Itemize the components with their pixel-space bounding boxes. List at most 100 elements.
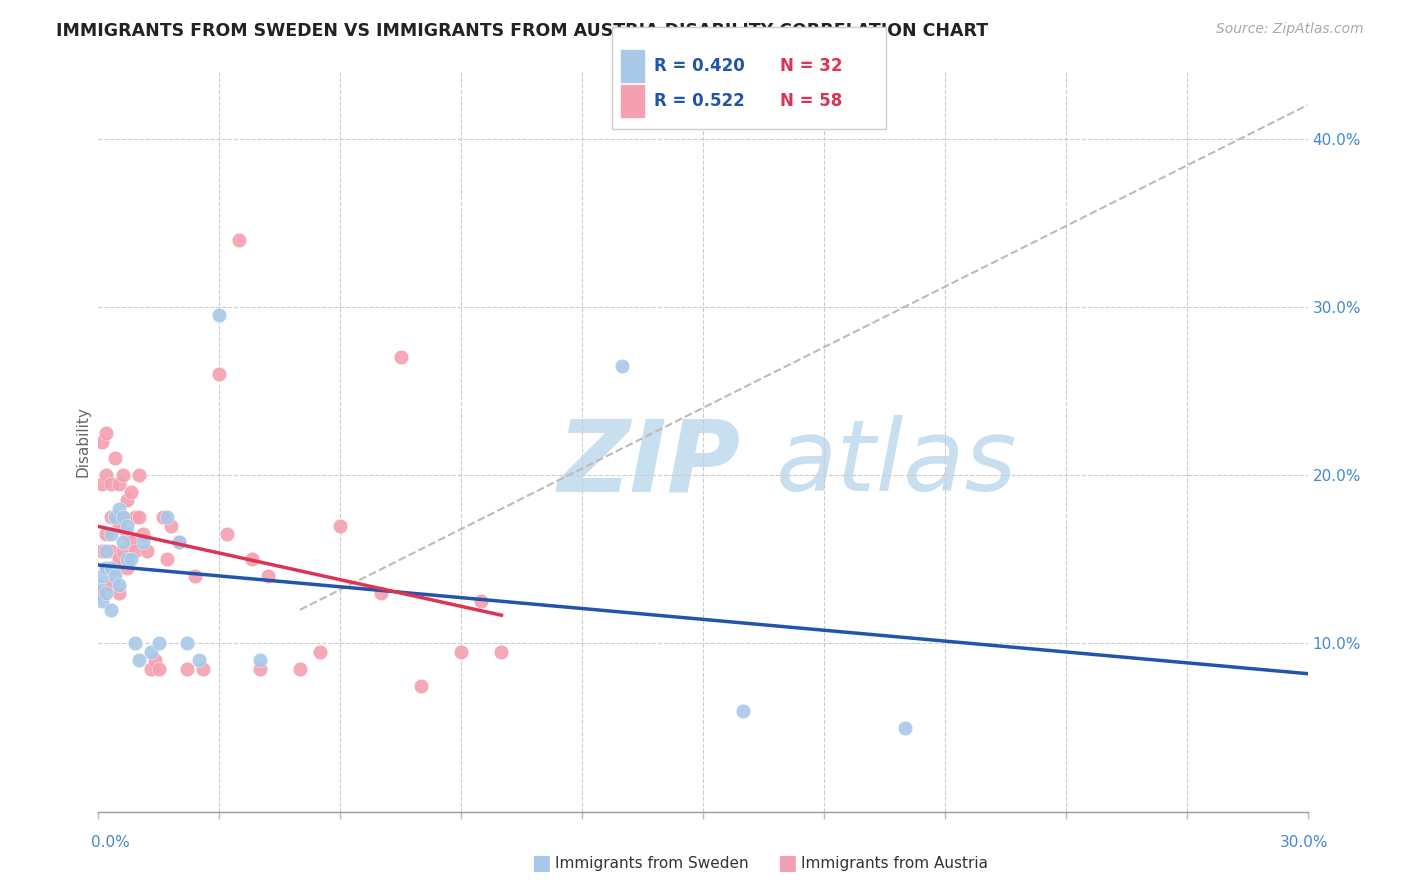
Point xyxy=(100,577,122,591)
Point xyxy=(249,662,271,676)
Point xyxy=(124,544,146,558)
Point xyxy=(107,586,129,600)
Point xyxy=(111,468,134,483)
Text: R = 0.522: R = 0.522 xyxy=(654,92,745,110)
Point xyxy=(132,535,155,549)
Point xyxy=(217,527,239,541)
Point xyxy=(176,636,198,650)
Point xyxy=(193,662,215,676)
Point xyxy=(228,233,250,247)
Point xyxy=(96,560,118,574)
Point xyxy=(152,510,174,524)
Text: 0.0%: 0.0% xyxy=(91,836,131,850)
Point xyxy=(91,434,114,449)
Point xyxy=(128,653,150,667)
Point xyxy=(188,653,211,667)
Point xyxy=(111,510,134,524)
Text: N = 58: N = 58 xyxy=(780,92,842,110)
Point xyxy=(208,368,231,382)
Point xyxy=(120,552,142,566)
Point xyxy=(120,535,142,549)
Point xyxy=(120,485,142,500)
Point xyxy=(96,468,118,483)
Point xyxy=(107,518,129,533)
Text: atlas: atlas xyxy=(776,416,1017,512)
Point xyxy=(240,552,263,566)
Point xyxy=(107,501,129,516)
Point xyxy=(100,603,122,617)
Text: Immigrants from Sweden: Immigrants from Sweden xyxy=(555,856,749,871)
Text: 30.0%: 30.0% xyxy=(1281,836,1329,850)
Point xyxy=(256,569,278,583)
Point xyxy=(115,518,138,533)
Point xyxy=(96,426,118,441)
Point xyxy=(115,552,138,566)
Point xyxy=(167,535,190,549)
Point xyxy=(100,560,122,574)
Point xyxy=(91,476,114,491)
Point xyxy=(103,510,125,524)
Y-axis label: Disability: Disability xyxy=(75,406,90,477)
Point xyxy=(156,510,179,524)
Point xyxy=(893,721,915,735)
Point xyxy=(96,586,118,600)
Point xyxy=(103,569,125,583)
Point xyxy=(111,510,134,524)
Point xyxy=(100,544,122,558)
Point xyxy=(132,527,155,541)
Point xyxy=(87,586,110,600)
Point xyxy=(167,535,190,549)
Point xyxy=(450,645,472,659)
Point xyxy=(103,510,125,524)
Text: Source: ZipAtlas.com: Source: ZipAtlas.com xyxy=(1216,22,1364,37)
Point xyxy=(103,560,125,574)
Point xyxy=(249,653,271,667)
Text: N = 32: N = 32 xyxy=(780,57,842,75)
Point xyxy=(111,544,134,558)
Point xyxy=(91,569,114,583)
Point xyxy=(148,636,170,650)
Point xyxy=(143,653,166,667)
Point xyxy=(309,645,332,659)
Point xyxy=(148,662,170,676)
Point xyxy=(184,569,207,583)
Point xyxy=(160,518,183,533)
Point xyxy=(208,309,231,323)
Text: ■: ■ xyxy=(778,854,797,873)
Point xyxy=(389,351,412,365)
Point xyxy=(491,645,513,659)
Point xyxy=(96,527,118,541)
Point xyxy=(115,527,138,541)
Point xyxy=(128,510,150,524)
Point xyxy=(176,662,198,676)
Point xyxy=(156,552,179,566)
Point xyxy=(91,594,114,608)
Point xyxy=(470,594,492,608)
Point xyxy=(124,636,146,650)
Point xyxy=(135,544,157,558)
Point xyxy=(612,359,634,373)
Text: ■: ■ xyxy=(531,854,551,873)
Point xyxy=(100,476,122,491)
Point xyxy=(87,577,110,591)
Text: Immigrants from Austria: Immigrants from Austria xyxy=(801,856,988,871)
Point xyxy=(103,451,125,466)
Point xyxy=(107,577,129,591)
Point xyxy=(107,552,129,566)
Point xyxy=(96,560,118,574)
Point xyxy=(288,662,311,676)
Point xyxy=(100,527,122,541)
Point xyxy=(409,679,432,693)
Text: R = 0.420: R = 0.420 xyxy=(654,57,745,75)
Point xyxy=(329,518,352,533)
Point xyxy=(100,510,122,524)
Text: IMMIGRANTS FROM SWEDEN VS IMMIGRANTS FROM AUSTRIA DISABILITY CORRELATION CHART: IMMIGRANTS FROM SWEDEN VS IMMIGRANTS FRO… xyxy=(56,22,988,40)
Point xyxy=(733,704,755,718)
Point xyxy=(370,586,392,600)
Text: ZIP: ZIP xyxy=(558,416,741,512)
Point xyxy=(139,662,162,676)
Point xyxy=(139,645,162,659)
Point xyxy=(96,544,118,558)
Point xyxy=(115,493,138,508)
Point xyxy=(115,560,138,574)
